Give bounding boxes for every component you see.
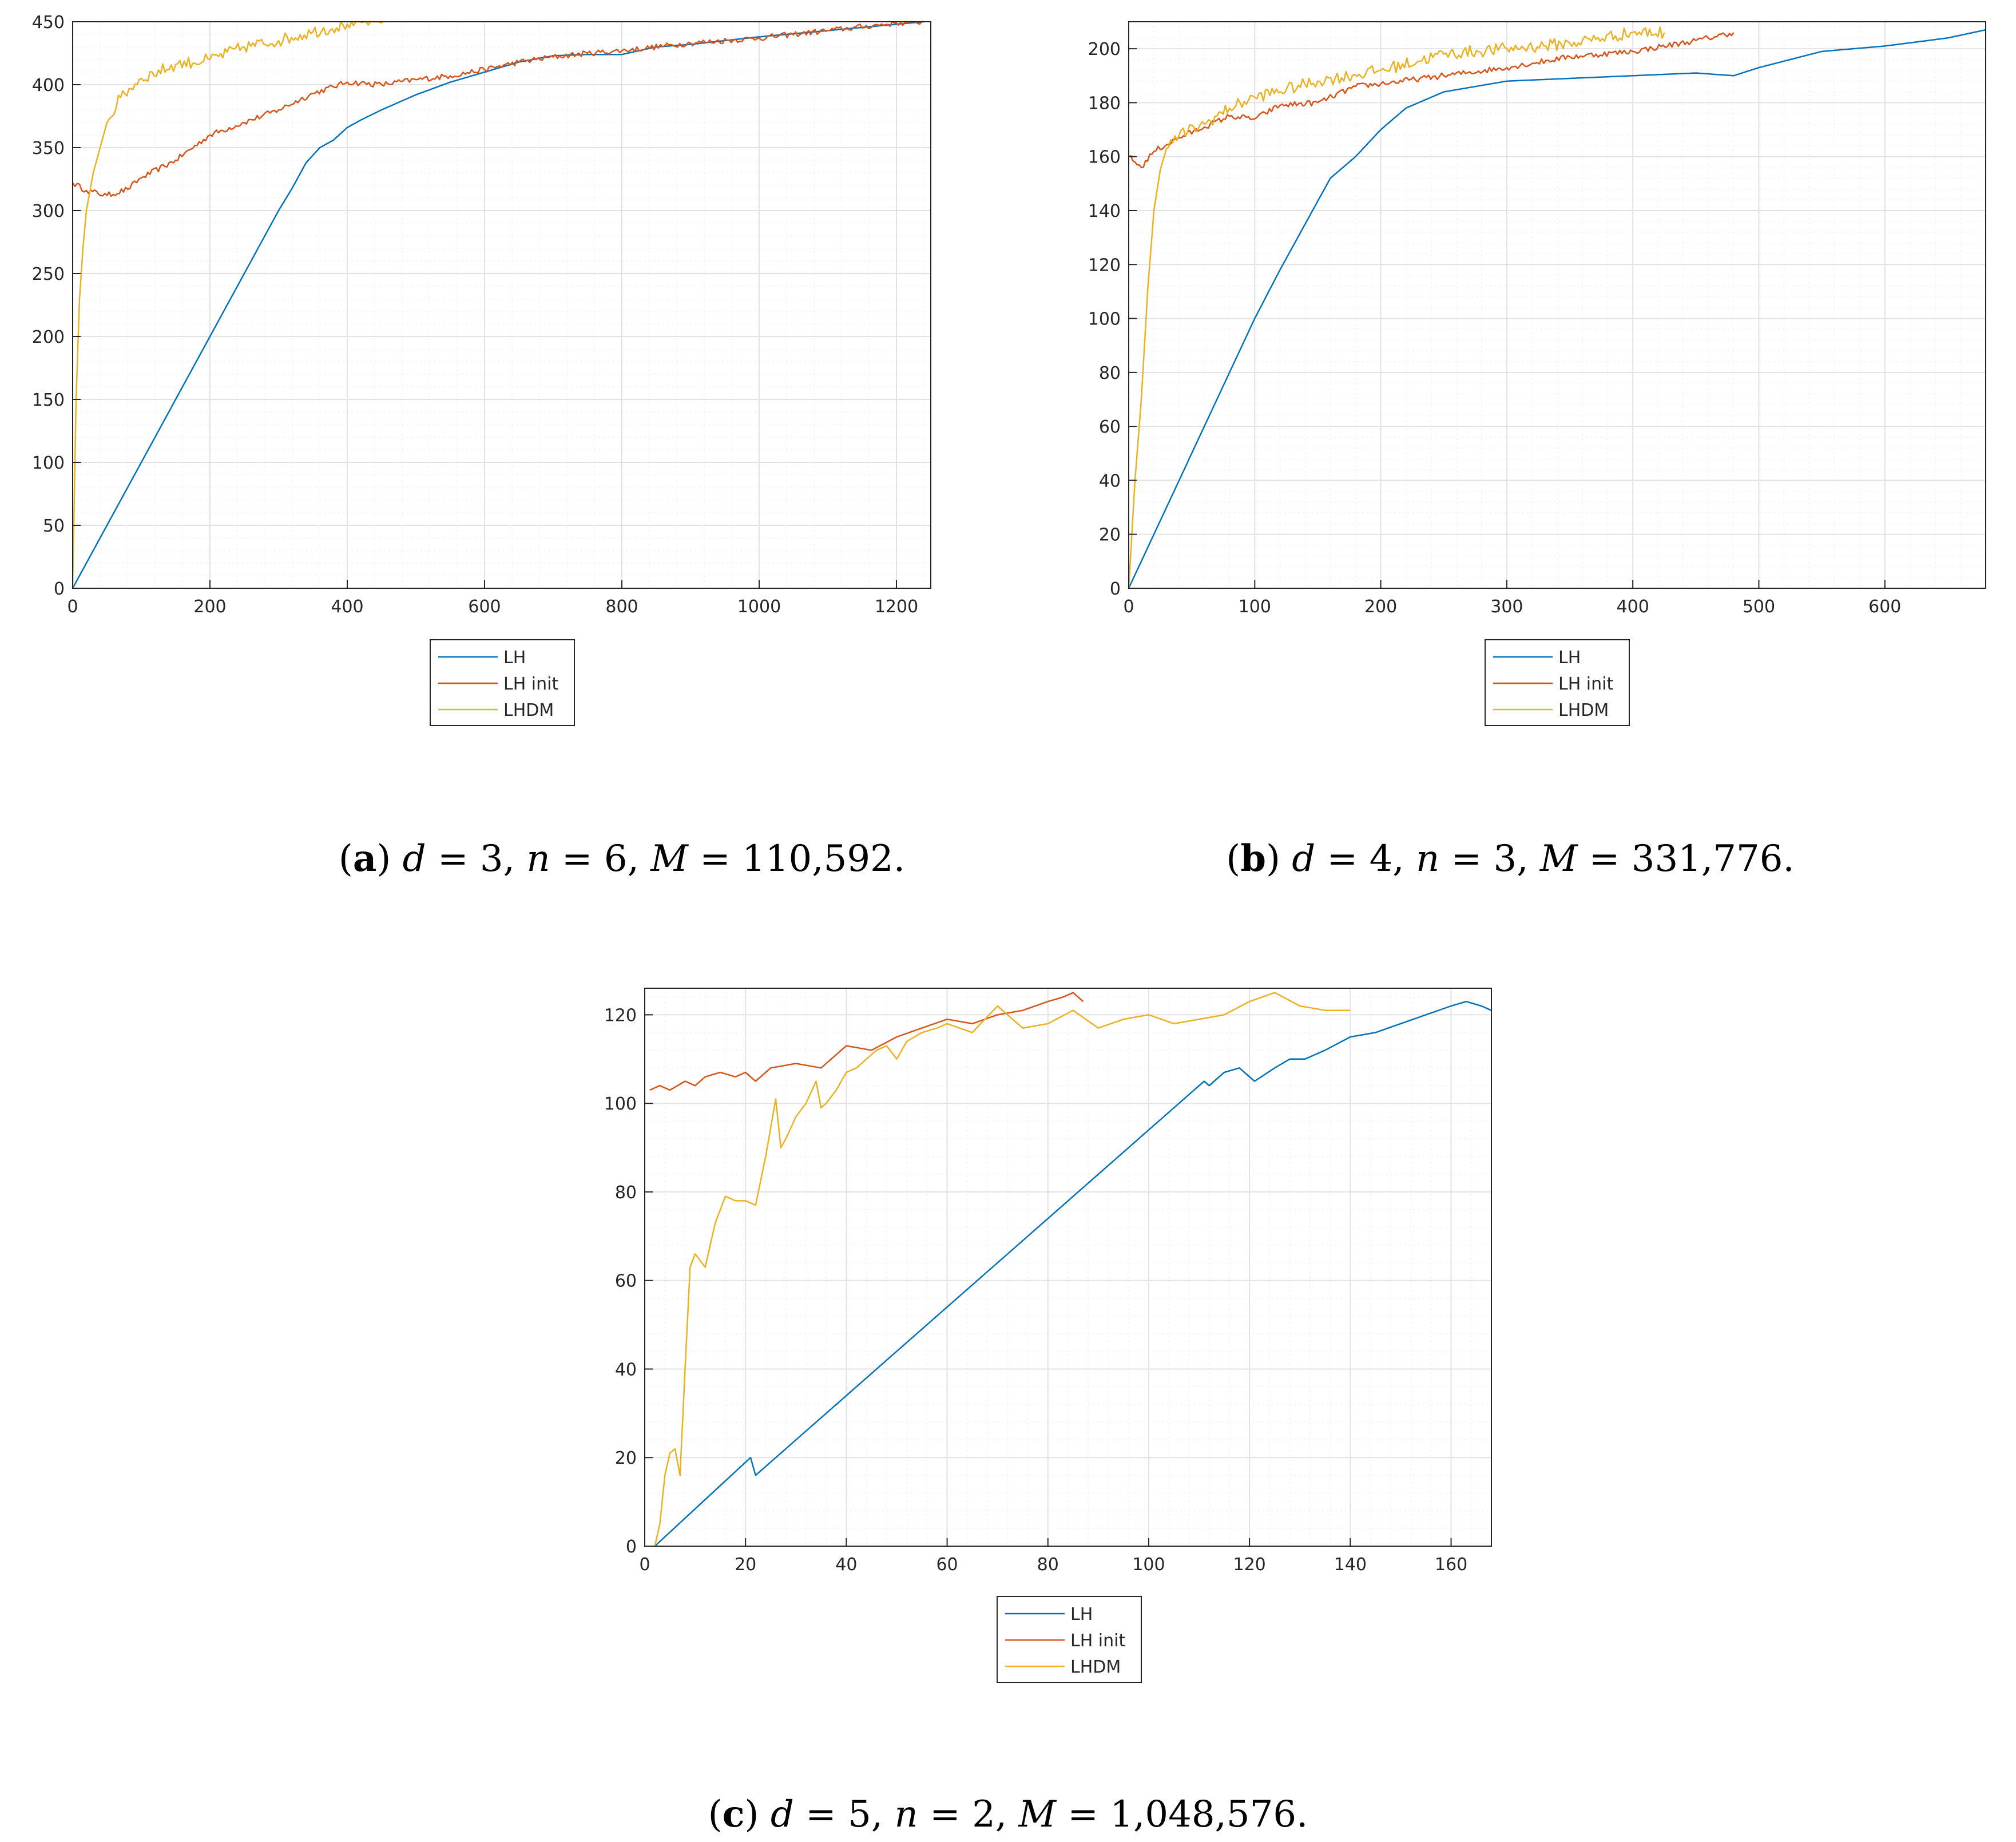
- x-tick-label: 160: [1435, 1555, 1467, 1575]
- series-line-lh: [654, 1000, 1492, 1547]
- y-tick-label: 100: [32, 453, 65, 473]
- x-tick-label: 40: [835, 1555, 857, 1575]
- x-tick-label: 400: [331, 597, 363, 617]
- series-line-lhdm: [72, 21, 385, 589]
- y-tick-label: 180: [1088, 93, 1121, 113]
- x-tick-label: 1000: [737, 597, 781, 617]
- legend-label: LH: [1070, 1605, 1093, 1625]
- series-line-lhdm: [654, 992, 1351, 1547]
- x-tick-label: 0: [1123, 597, 1134, 617]
- caption-c: (c) d = 5, n = 2, M = 1,048,576.: [708, 1793, 1308, 1836]
- y-tick-label: 250: [32, 264, 65, 284]
- x-tick-label: 0: [67, 597, 78, 617]
- series-layer-c: [649, 992, 1492, 1547]
- y-tick-label: 40: [615, 1360, 637, 1380]
- series-layer-a: [72, 21, 924, 589]
- x-tick-label: 500: [1743, 597, 1775, 617]
- ticks-c: 0 20 40 60 80 100 120 140 160 0 20 40 60 80 100 120: [604, 1005, 1467, 1575]
- series-line-lh-init: [649, 992, 1084, 1091]
- x-tick-label: 140: [1334, 1555, 1367, 1575]
- y-tick-label: 80: [615, 1183, 637, 1203]
- x-tick-label: 120: [1233, 1555, 1266, 1575]
- chart-panel-a: 0 200 400 600 800 1000 1200 0 50 100 150 200 250 300 3…: [32, 13, 931, 726]
- grid-b: [1128, 22, 1986, 589]
- y-tick-label: 450: [32, 13, 65, 33]
- legend-label: LHDM: [503, 700, 554, 720]
- legend-label: LH init: [1070, 1631, 1125, 1651]
- y-tick-label: 120: [604, 1005, 637, 1025]
- y-tick-label: 20: [615, 1448, 637, 1468]
- y-tick-label: 140: [1088, 201, 1121, 221]
- chart-panel-b: 0 100 200 300 400 500 600 0 20 40 60 80 100 120 140 160…: [1088, 21, 1986, 726]
- series-line-lh-init: [72, 21, 924, 197]
- series-line-lh-init: [1128, 32, 1735, 168]
- legend-label: LH: [503, 648, 526, 668]
- x-tick-label: 60: [936, 1555, 958, 1575]
- y-tick-label: 80: [1099, 363, 1121, 383]
- legend-label: LH init: [1558, 674, 1613, 694]
- x-tick-label: 1200: [875, 597, 918, 617]
- y-tick-label: 0: [1110, 579, 1121, 599]
- y-tick-label: 350: [32, 138, 65, 159]
- axes-box-b: [1128, 21, 1986, 589]
- x-tick-label: 300: [1490, 597, 1523, 617]
- y-tick-label: 100: [1088, 310, 1121, 330]
- caption-b: (b) d = 4, n = 3, M = 331,776.: [1226, 837, 1795, 880]
- y-tick-label: 200: [1088, 39, 1121, 60]
- x-tick-label: 400: [1617, 597, 1649, 617]
- y-tick-label: 400: [32, 76, 65, 96]
- y-tick-label: 120: [1088, 255, 1121, 275]
- x-tick-label: 100: [1239, 597, 1271, 617]
- legend-label: LHDM: [1070, 1657, 1121, 1677]
- x-tick-label: 800: [605, 597, 638, 617]
- axes-box-c: [644, 988, 1492, 1547]
- y-tick-label: 160: [1088, 148, 1121, 168]
- y-tick-label: 60: [1099, 417, 1121, 437]
- x-tick-label: 0: [639, 1555, 650, 1575]
- ticks-a: 0 200 400 600 800 1000 1200 0 50 100 150 200 250 300 3…: [32, 13, 918, 617]
- y-tick-label: 150: [32, 390, 65, 410]
- legend-label: LH: [1558, 648, 1581, 668]
- legend-label: LHDM: [1558, 700, 1609, 720]
- legend-label: LH init: [503, 674, 558, 694]
- x-tick-label: 100: [1132, 1555, 1165, 1575]
- x-tick-label: 20: [735, 1555, 756, 1575]
- x-tick-label: 80: [1037, 1555, 1059, 1575]
- y-tick-label: 50: [43, 516, 65, 536]
- caption-a: (a) d = 3, n = 6, M = 110,592.: [339, 837, 905, 880]
- y-tick-label: 40: [1099, 471, 1121, 491]
- legend-box: [997, 1596, 1142, 1683]
- y-tick-label: 100: [604, 1094, 637, 1114]
- legend-c: LH LH init LHDM: [997, 1596, 1142, 1683]
- x-tick-label: 200: [193, 597, 226, 617]
- y-tick-label: 300: [32, 201, 65, 221]
- series-line-lhdm: [1128, 26, 1665, 589]
- x-tick-label: 600: [468, 597, 501, 617]
- legend-b: LH LH init LHDM: [1485, 639, 1630, 726]
- axes-box-a: [72, 21, 931, 589]
- x-tick-label: 200: [1364, 597, 1397, 617]
- y-tick-label: 20: [1099, 525, 1121, 545]
- series-layer-b: [1128, 26, 1986, 589]
- series-line-lh: [1128, 29, 1986, 589]
- y-tick-label: 0: [54, 579, 65, 599]
- ticks-b: 0 100 200 300 400 500 600 0 20 40 60 80 100 120 140 160…: [1088, 39, 1902, 617]
- legend-a: LH LH init LHDM: [430, 639, 575, 726]
- y-tick-label: 200: [32, 327, 65, 347]
- x-tick-label: 600: [1868, 597, 1901, 617]
- y-tick-label: 60: [615, 1271, 637, 1292]
- y-tick-label: 0: [626, 1537, 637, 1557]
